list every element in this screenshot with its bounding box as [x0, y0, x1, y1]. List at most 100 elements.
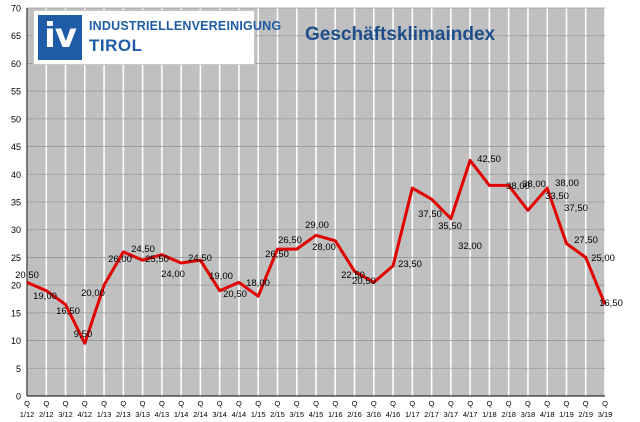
- y-tick-label: 0: [16, 392, 21, 402]
- y-tick-label: 50: [11, 114, 21, 124]
- x-tick-prefix: Q: [564, 399, 570, 408]
- y-tick-label: 35: [11, 198, 21, 208]
- data-label: 38,00: [522, 179, 546, 190]
- x-tick-prefix: Q: [352, 399, 358, 408]
- data-label: 20,50: [15, 270, 39, 281]
- x-tick-prefix: Q: [178, 399, 184, 408]
- data-label: 19,00: [33, 291, 57, 302]
- y-axis-tick-labels: 0 5 10 15 20 25 30 35 40 45 50 55 60 65 70: [11, 4, 21, 402]
- x-tick-prefix: Q: [255, 399, 261, 408]
- x-tick-prefix: Q: [313, 399, 319, 408]
- x-tick-label: 3/12: [58, 410, 73, 419]
- logo-badge: iv: [38, 15, 82, 60]
- x-tick-label: 4/17: [463, 410, 478, 419]
- x-tick-label: 4/12: [77, 410, 92, 419]
- x-tick-label: 2/19: [578, 410, 593, 419]
- data-label: 35,50: [438, 221, 462, 232]
- y-tick-label: 40: [11, 170, 21, 180]
- x-tick-prefix: Q: [332, 399, 338, 408]
- x-tick-label: 3/14: [212, 410, 227, 419]
- data-label: 29,00: [305, 220, 329, 231]
- x-tick-label: 2/12: [39, 410, 54, 419]
- data-label: 37,50: [418, 209, 442, 220]
- x-tick-label: 4/16: [386, 410, 401, 419]
- data-label: 24,00: [161, 269, 185, 280]
- x-tick-prefix: Q: [43, 399, 49, 408]
- x-tick-prefix: Q: [544, 399, 550, 408]
- x-tick-label: 4/13: [155, 410, 170, 419]
- x-axis-tick-labels: Q 1/12 Q 2/12 Q 3/12 Q 4/12 Q 1/13 Q 2/13 Q 3/13 Q 4/13…: [20, 399, 613, 419]
- logo-line-1: INDUSTRIELLENVEREINIGUNG: [89, 19, 282, 33]
- x-tick-label: 1/15: [251, 410, 266, 419]
- data-label: 26,50: [265, 249, 289, 260]
- horizontal-gridlines: [26, 7, 605, 397]
- x-tick-prefix: Q: [371, 399, 377, 408]
- x-tick-label: 1/14: [174, 410, 189, 419]
- x-tick-label: 1/16: [328, 410, 343, 419]
- x-tick-label: 2/18: [501, 410, 516, 419]
- data-label: 38,00: [506, 181, 530, 192]
- data-label: 33,50: [545, 191, 569, 202]
- y-tick-label: 20: [11, 281, 21, 291]
- data-label: 32,00: [458, 241, 482, 252]
- x-tick-prefix: Q: [82, 399, 88, 408]
- x-tick-prefix: Q: [448, 399, 454, 408]
- x-tick-label: 3/16: [366, 410, 381, 419]
- y-tick-label: 55: [11, 87, 21, 97]
- data-label: 26,00: [108, 254, 132, 265]
- x-tick-prefix: Q: [197, 399, 203, 408]
- series-line: [26, 158, 607, 345]
- y-tick-label: 10: [11, 336, 21, 346]
- data-label: 18,00: [246, 278, 270, 289]
- x-tick-label: 2/14: [193, 410, 208, 419]
- x-tick-prefix: Q: [486, 399, 492, 408]
- y-tick-label: 60: [11, 59, 21, 69]
- y-tick-label: 45: [11, 142, 21, 152]
- data-label: 9,50: [74, 329, 93, 340]
- x-tick-prefix: Q: [159, 399, 165, 408]
- x-tick-label: 1/18: [482, 410, 497, 419]
- x-tick-label: 3/18: [521, 410, 536, 419]
- x-tick-prefix: Q: [24, 399, 30, 408]
- x-tick-label: 4/15: [309, 410, 324, 419]
- x-tick-prefix: Q: [506, 399, 512, 408]
- x-tick-label: 4/18: [540, 410, 555, 419]
- chart-title: Geschäftsklimaindex: [305, 24, 496, 45]
- y-tick-label: 5: [16, 364, 21, 374]
- x-tick-label: 1/13: [97, 410, 112, 419]
- data-label: 24,50: [131, 244, 155, 255]
- logo: iv INDUSTRIELLENVEREINIGUNG TIROL: [33, 10, 281, 65]
- x-tick-label: 3/13: [135, 410, 150, 419]
- x-tick-prefix: Q: [583, 399, 589, 408]
- data-label: 19,00: [209, 271, 233, 282]
- x-tick-label: 1/19: [559, 410, 574, 419]
- data-label: 20,50: [223, 289, 247, 300]
- data-label: 20,50: [352, 276, 376, 287]
- logo-line-2: TIROL: [89, 36, 143, 55]
- y-tick-label: 70: [11, 4, 21, 14]
- y-tick-label: 30: [11, 225, 21, 235]
- data-label: 28,00: [312, 242, 336, 253]
- x-tick-prefix: Q: [101, 399, 107, 408]
- x-tick-prefix: Q: [275, 399, 281, 408]
- x-tick-label: 2/17: [424, 410, 439, 419]
- data-label: 23,50: [398, 259, 422, 270]
- data-label: 38,00: [555, 178, 579, 189]
- x-tick-label: 1/12: [20, 410, 35, 419]
- data-label: 16,50: [599, 298, 623, 309]
- data-label: 16,50: [56, 306, 80, 317]
- x-tick-label: 4/14: [232, 410, 247, 419]
- x-tick-prefix: Q: [390, 399, 396, 408]
- data-label: 20,00: [81, 288, 105, 299]
- data-label: 25,00: [591, 253, 615, 264]
- x-tick-label: 3/19: [598, 410, 613, 419]
- x-tick-prefix: Q: [140, 399, 146, 408]
- x-tick-label: 3/17: [444, 410, 459, 419]
- data-label: 42,50: [477, 154, 501, 165]
- data-label: 25,50: [145, 254, 169, 265]
- x-tick-label: 1/17: [405, 410, 420, 419]
- data-label: 26,50: [278, 235, 302, 246]
- x-tick-label: 3/15: [289, 410, 304, 419]
